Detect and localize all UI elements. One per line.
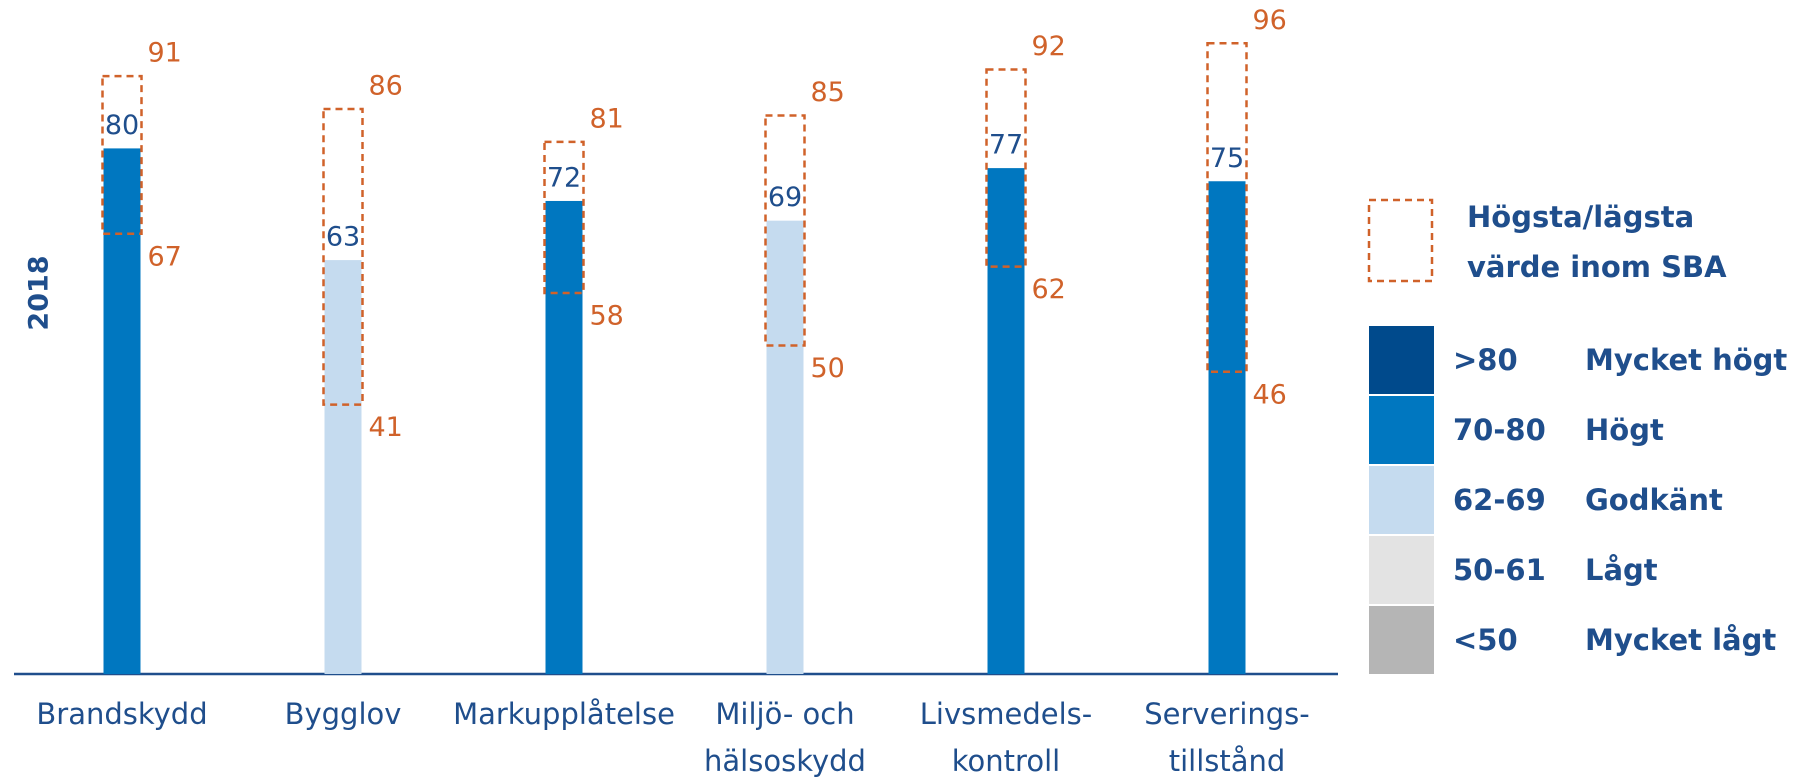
- legend-swatch: [1369, 606, 1434, 674]
- min-label: 62: [1032, 274, 1066, 305]
- min-label: 46: [1253, 379, 1287, 410]
- legend-range: <50: [1453, 623, 1518, 657]
- legend-range-box: [1367, 198, 1434, 283]
- x-tick-label: Serverings-tillstånd: [1144, 697, 1310, 778]
- legend-label: Högt: [1585, 413, 1664, 447]
- value-label: 80: [105, 110, 139, 141]
- bar: [103, 148, 141, 674]
- legend-swatch: [1369, 326, 1434, 394]
- legend-range-label: Högsta/lägsta värde inom SBA: [1467, 200, 1727, 284]
- x-tick-label: Markupplåtelse: [453, 697, 675, 731]
- bar: [545, 200, 583, 674]
- bar: [324, 260, 362, 674]
- range-box: [101, 74, 143, 236]
- legend-label: Lågt: [1585, 553, 1658, 587]
- range-box: [985, 68, 1027, 268]
- y-axis-label: 2018: [24, 255, 55, 330]
- legend-swatch: [1369, 536, 1434, 604]
- bar: [766, 220, 804, 675]
- bar: [1208, 181, 1246, 674]
- value-label: 69: [768, 182, 802, 213]
- min-label: 67: [148, 241, 182, 272]
- range-box: [764, 114, 806, 347]
- max-label: 86: [369, 70, 403, 101]
- value-label: 63: [326, 222, 360, 253]
- value-label: 77: [989, 130, 1023, 161]
- range-box: [1206, 42, 1248, 374]
- legend-range: 62-69: [1453, 483, 1546, 517]
- range-box: [322, 107, 364, 406]
- max-label: 85: [811, 77, 845, 108]
- min-label: 41: [369, 412, 403, 443]
- x-tick-label: Brandskydd: [36, 697, 207, 731]
- value-label: 72: [547, 162, 581, 193]
- legend-range: 50-61: [1453, 553, 1546, 587]
- legend-label: Godkänt: [1585, 483, 1723, 517]
- legend-swatch: [1369, 396, 1434, 464]
- max-label: 96: [1253, 5, 1287, 36]
- min-label: 50: [811, 353, 845, 384]
- x-tick-label: Livsmedels-kontroll: [920, 697, 1092, 778]
- legend-swatch: [1369, 466, 1434, 534]
- legend-range: 70-80: [1453, 413, 1546, 447]
- max-label: 81: [590, 103, 624, 134]
- bar: [987, 168, 1025, 675]
- x-tick-label: Bygglov: [285, 697, 402, 731]
- max-label: 92: [1032, 31, 1066, 62]
- legend-label: Mycket lågt: [1585, 623, 1776, 657]
- max-label: 91: [148, 38, 182, 69]
- value-label: 75: [1210, 143, 1244, 174]
- legend-range: >80: [1453, 343, 1518, 377]
- x-tick-label: Miljö- och hälsoskydd: [704, 697, 866, 778]
- legend-label: Mycket högt: [1585, 343, 1787, 377]
- range-box: [543, 140, 585, 295]
- min-label: 58: [590, 300, 624, 331]
